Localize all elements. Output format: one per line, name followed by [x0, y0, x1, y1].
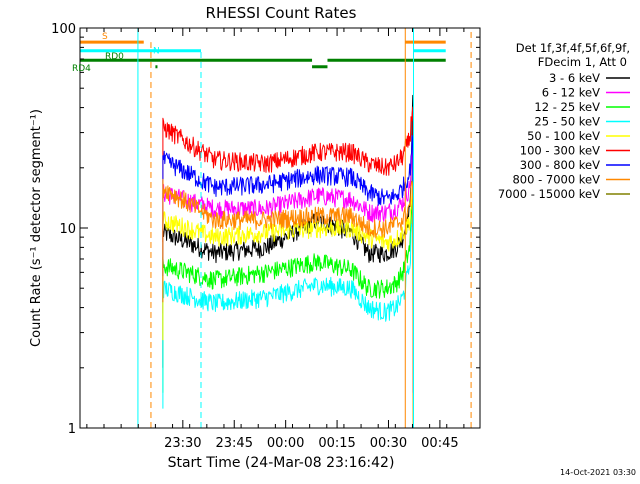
- series-line: [162, 201, 414, 428]
- legend-header-line-2: FDecim 1, Att 0: [538, 55, 627, 69]
- series-line: [162, 178, 414, 428]
- legend-label: 12 - 25 keV: [534, 100, 600, 114]
- legend-label: 7000 - 15000 keV: [498, 187, 600, 201]
- y-tick-label: 1: [68, 422, 76, 437]
- legend-label: 6 - 12 keV: [542, 86, 600, 100]
- legend-label: 100 - 300 keV: [520, 144, 600, 158]
- legend-label: 50 - 100 keV: [527, 129, 600, 143]
- legend-label: 3 - 6 keV: [549, 71, 600, 85]
- x-tick-label: 00:00: [267, 436, 304, 451]
- footer-timestamp: 14-Oct-2021 03:30: [560, 468, 636, 477]
- series-line: [162, 135, 414, 393]
- state-bar-label: RD0: [105, 52, 124, 62]
- series-line: [162, 106, 414, 358]
- x-tick-label: 00:45: [421, 436, 458, 451]
- y-tick-label: 10: [59, 222, 76, 237]
- state-bar-label: N: [153, 47, 160, 57]
- chart-title: RHESSI Count Rates: [206, 4, 357, 22]
- y-axis-label: Count Rate (s⁻¹ detector segment⁻¹): [29, 109, 44, 347]
- legend-header-line-1: Det 1f,3f,4f,5f,6f,9f,: [516, 41, 630, 55]
- legend-label: 300 - 800 keV: [520, 158, 600, 172]
- x-tick-label: 00:30: [370, 436, 407, 451]
- series-line: [162, 198, 414, 428]
- x-tick-label: 00:15: [318, 436, 355, 451]
- x-axis-label: Start Time (24-Mar-08 23:16:42): [168, 455, 395, 471]
- legend-label: 800 - 7000 keV: [512, 173, 600, 187]
- state-bar-label: RD4: [72, 64, 91, 74]
- series-line: [162, 144, 414, 399]
- state-bar-label: S: [102, 32, 108, 42]
- legend-label: 25 - 50 keV: [534, 115, 600, 129]
- x-tick-label: 23:45: [216, 436, 253, 451]
- plot-frame: [79, 27, 481, 429]
- y-tick-label: 100: [51, 22, 76, 37]
- x-tick-label: 23:30: [164, 436, 201, 451]
